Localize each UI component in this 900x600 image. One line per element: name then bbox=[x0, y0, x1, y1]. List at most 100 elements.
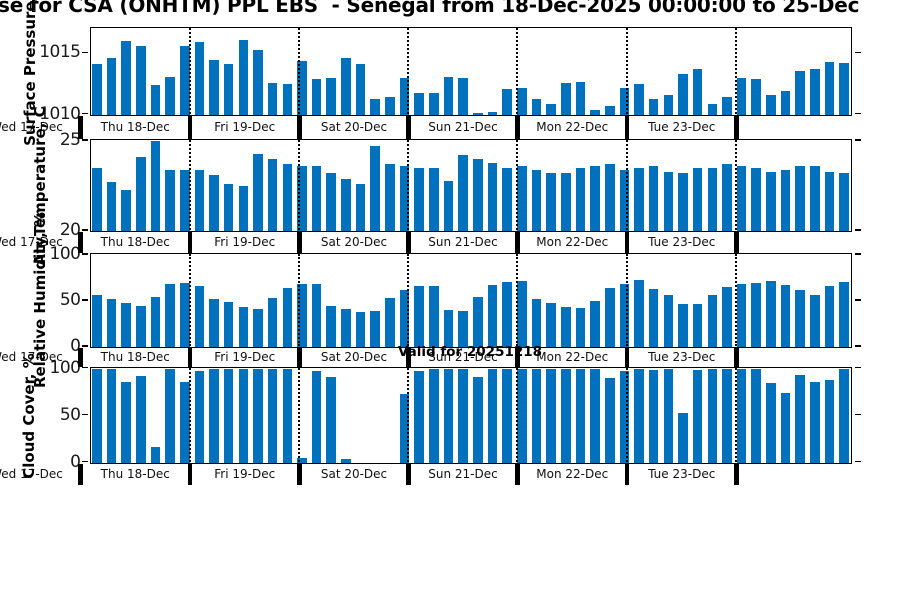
day-gridline bbox=[516, 140, 518, 230]
day-gridline bbox=[735, 140, 737, 230]
bar bbox=[458, 311, 468, 347]
bar bbox=[575, 308, 586, 347]
bar bbox=[531, 368, 542, 463]
day-gridline bbox=[735, 28, 737, 114]
day-label: Thu 18-Dec bbox=[100, 466, 170, 481]
date-row-4: Wed 17-Dec Thu 18-Dec Fri 19-Dec Sat 20-Dec… bbox=[0, 463, 853, 485]
bar bbox=[399, 393, 410, 463]
bar bbox=[135, 376, 146, 463]
bar bbox=[487, 112, 498, 115]
bar bbox=[311, 284, 322, 347]
day-label: Mon 22-Dec bbox=[536, 235, 609, 249]
day-separator bbox=[624, 348, 630, 367]
bar bbox=[766, 171, 776, 231]
day-separator bbox=[624, 232, 630, 253]
y-tick bbox=[81, 366, 88, 369]
bar bbox=[297, 166, 307, 231]
day-label: Sat 20-Dec bbox=[320, 119, 388, 134]
bar bbox=[311, 371, 322, 463]
y-tick-label: 1010 bbox=[39, 103, 81, 124]
bar bbox=[311, 166, 322, 231]
bar bbox=[487, 368, 498, 463]
day-gridline bbox=[516, 28, 518, 114]
bar bbox=[810, 69, 820, 115]
bar bbox=[692, 303, 703, 347]
day-label: Sat 20-Dec bbox=[320, 350, 388, 364]
bar bbox=[209, 59, 219, 115]
day-gridline bbox=[188, 254, 191, 346]
bar bbox=[326, 173, 337, 231]
bar bbox=[604, 377, 615, 463]
day-label: Fri 19-Dec bbox=[214, 235, 276, 249]
day-label: Wed 17-Dec bbox=[0, 119, 63, 134]
y-tick-label: 20 bbox=[59, 220, 81, 240]
bar bbox=[370, 146, 381, 231]
bar bbox=[326, 77, 337, 115]
day-label: Mon 22-Dec bbox=[536, 350, 609, 364]
bar bbox=[443, 368, 454, 463]
bar bbox=[663, 368, 674, 463]
day-separator bbox=[515, 232, 520, 253]
bar bbox=[355, 64, 366, 115]
bar bbox=[326, 305, 337, 347]
bar bbox=[575, 168, 586, 231]
bar bbox=[751, 368, 762, 463]
day-label: Sun 21-Dec bbox=[428, 119, 498, 134]
bar bbox=[135, 46, 146, 115]
bar bbox=[502, 168, 512, 231]
relative-humidity-plot: 100 50 0 bbox=[50, 245, 861, 355]
day-label: Thu 18-Dec bbox=[100, 350, 170, 364]
bar bbox=[824, 379, 835, 463]
bar bbox=[341, 309, 351, 347]
day-gridline bbox=[298, 367, 300, 462]
bar bbox=[238, 368, 249, 463]
bar bbox=[780, 285, 791, 347]
bar bbox=[575, 81, 586, 115]
y-tick bbox=[81, 253, 88, 255]
bar bbox=[443, 76, 454, 115]
bar bbox=[473, 159, 483, 231]
day-separator bbox=[78, 463, 83, 485]
day-label: Sun 21-Dec bbox=[428, 235, 498, 249]
date-row-1: Wed 17-Dec Thu 18-Dec Fri 19-Dec Sat 20-Dec… bbox=[0, 115, 853, 139]
bar bbox=[194, 286, 205, 347]
y-tick bbox=[854, 299, 861, 301]
day-label: Sun 21-Dec bbox=[428, 466, 498, 481]
bar bbox=[91, 295, 102, 347]
bar bbox=[648, 98, 659, 115]
bar bbox=[810, 295, 820, 347]
bar bbox=[282, 164, 293, 231]
bar bbox=[590, 368, 600, 463]
bar bbox=[106, 58, 117, 115]
day-gridline bbox=[516, 367, 518, 462]
y-tick bbox=[854, 345, 861, 347]
bar bbox=[179, 381, 190, 463]
bar bbox=[795, 166, 806, 231]
bar bbox=[663, 171, 674, 231]
y-tick bbox=[854, 51, 861, 54]
bar bbox=[429, 286, 439, 347]
y-tick bbox=[854, 413, 861, 416]
y-tick bbox=[81, 413, 88, 416]
bar bbox=[824, 286, 835, 347]
bar bbox=[839, 63, 849, 115]
day-gridline bbox=[188, 367, 191, 462]
bar bbox=[311, 79, 322, 115]
bar bbox=[209, 175, 219, 231]
bar bbox=[824, 171, 835, 231]
bar bbox=[341, 458, 351, 463]
day-separator bbox=[297, 463, 302, 485]
bar bbox=[678, 74, 688, 115]
day-gridline bbox=[407, 140, 409, 230]
bar bbox=[648, 166, 659, 231]
bar bbox=[135, 305, 146, 347]
day-separator bbox=[624, 463, 630, 485]
day-gridline bbox=[407, 367, 409, 462]
bar bbox=[766, 94, 776, 115]
y-tick-label: 50 bbox=[59, 404, 81, 425]
bar bbox=[458, 155, 468, 231]
bar bbox=[795, 70, 806, 115]
bar bbox=[487, 162, 498, 231]
bar bbox=[678, 173, 688, 231]
bar bbox=[839, 173, 849, 231]
